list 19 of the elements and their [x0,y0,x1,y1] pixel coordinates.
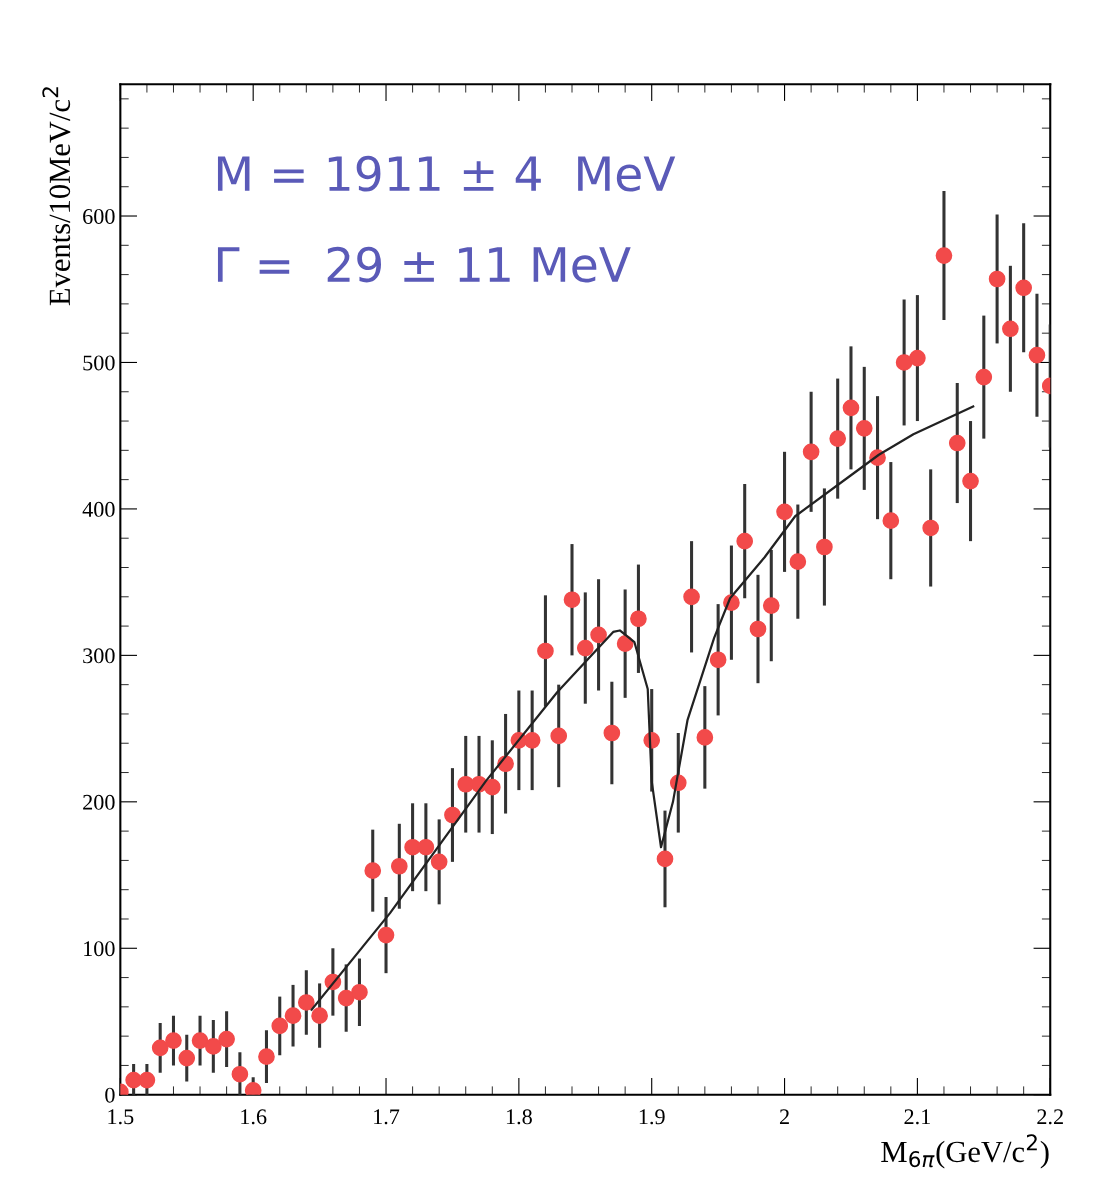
x-tick-label: 1.5 [108,1109,134,1125]
y-tick-label: 100 [84,941,115,957]
y-axis-title: Events/10MeV/c$^{2}$ [42,87,71,306]
x-tick-label: 1.7 [374,1109,400,1125]
x-tick-label: 1.6 [241,1109,267,1125]
y-tick-label: 200 [83,794,115,810]
y-tick-label: 500 [83,355,115,371]
x-tick-label: 2.2 [1037,1109,1063,1125]
x-tick-label: 2.1 [904,1109,930,1125]
y-tick-label: 0 [105,1087,115,1103]
annotation: Γ = 29 ± 11 MeV [217,246,631,283]
x-tick-label: 1.9 [639,1109,665,1125]
x-tick-label: 2 [779,1109,789,1125]
annotation: M = 1911 ± 4 MeV [217,155,676,192]
y-tick-label: 600 [83,208,115,224]
x-tick-label: 1.8 [506,1109,532,1125]
x-axis-title: M$_{6π}$(GeV/c$^{2}$) [881,1134,1049,1169]
y-tick-label: 400 [82,501,115,517]
y-tick-label: 300 [83,648,115,664]
